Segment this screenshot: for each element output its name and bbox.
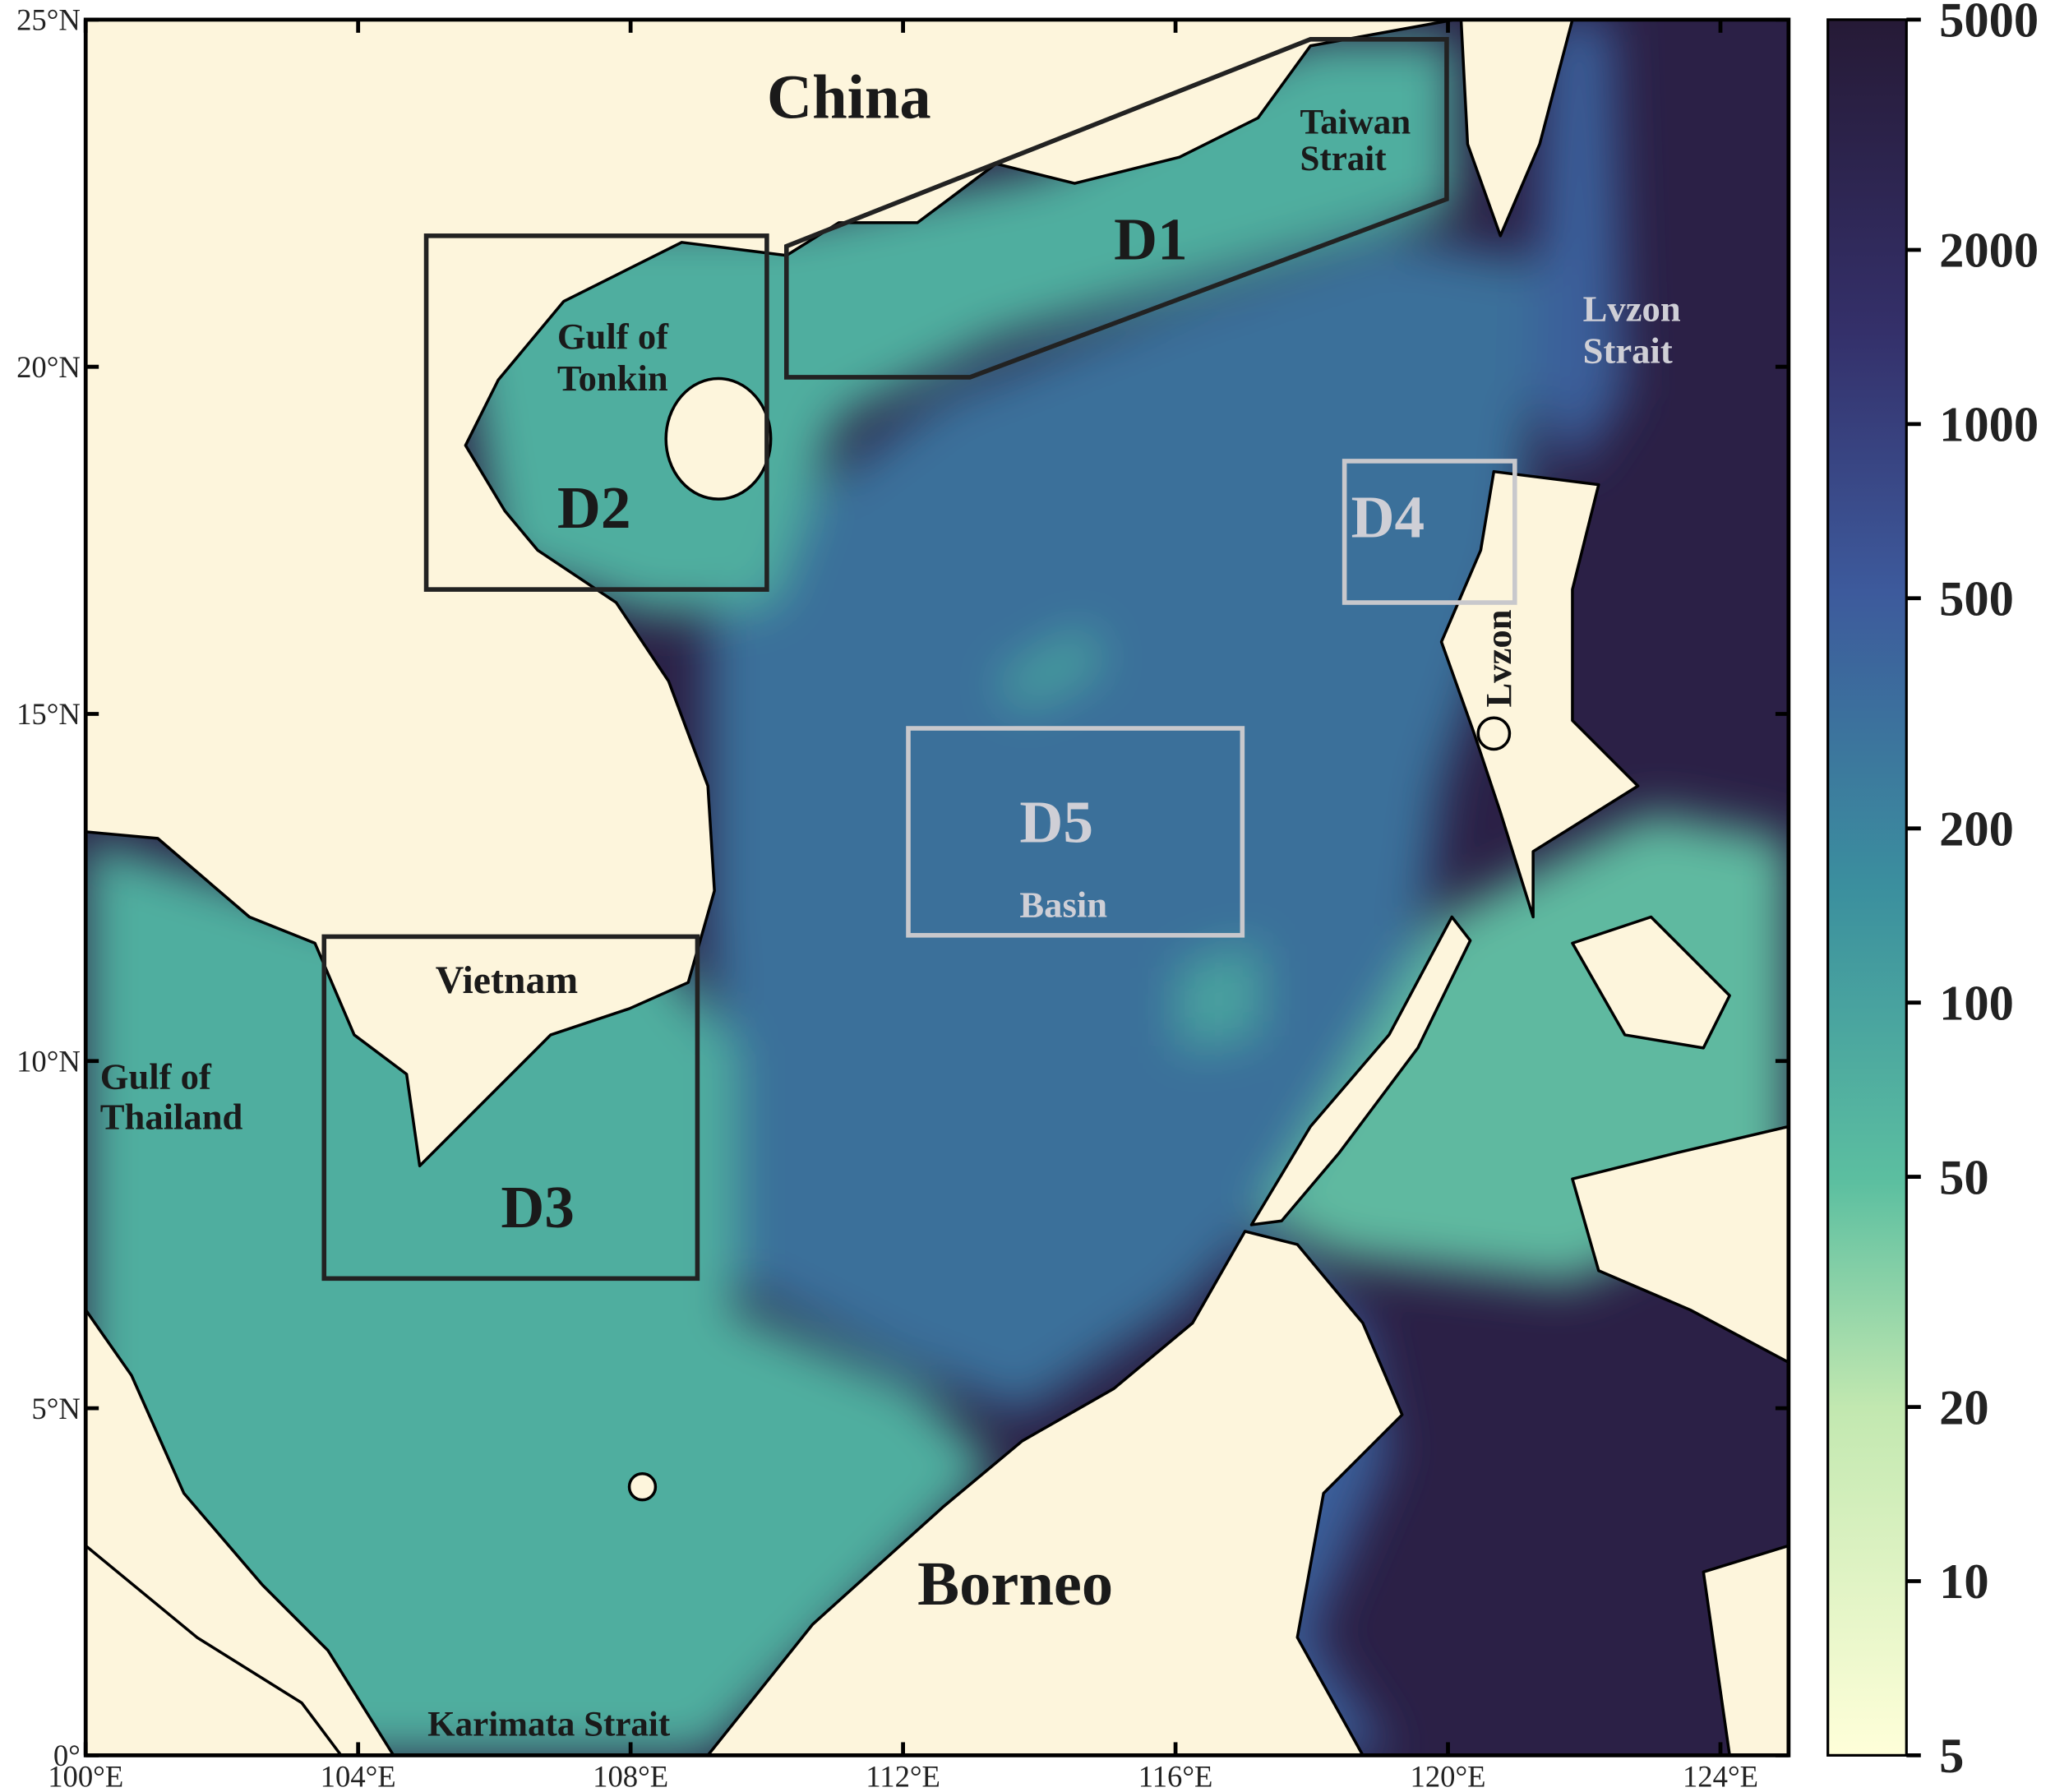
place-label: Vietnam bbox=[436, 958, 578, 1002]
region-label: D2 bbox=[557, 474, 631, 541]
region-box bbox=[423, 233, 769, 592]
place-label: Gulf of Tonkin bbox=[557, 316, 669, 399]
map-area bbox=[85, 19, 1789, 1756]
place-label: Gulf of Thailand bbox=[100, 1055, 243, 1137]
y-tick-label: 20°N bbox=[16, 350, 81, 384]
region-box bbox=[783, 37, 1449, 380]
x-tick-label: 120°E bbox=[1411, 1760, 1486, 1792]
colorbar-tick-label: 200 bbox=[1939, 802, 2014, 857]
y-tick-label: 10°N bbox=[16, 1045, 81, 1078]
land-palawan bbox=[1249, 915, 1472, 1226]
x-tick-label: 108°E bbox=[593, 1760, 668, 1792]
colorbar-tick-label: 1000 bbox=[1939, 398, 2039, 453]
colorbar-tick-label: 50 bbox=[1939, 1150, 1989, 1205]
colorbar-tick-label: 2000 bbox=[1939, 224, 2039, 279]
colorbar-tick-label: 500 bbox=[1939, 571, 2014, 626]
land-island bbox=[1476, 716, 1512, 751]
x-tick-label: 124°E bbox=[1683, 1760, 1758, 1792]
region-label: D4 bbox=[1351, 483, 1425, 550]
place-label: Taiwan Strait bbox=[1300, 104, 1411, 179]
land-taiwan bbox=[1459, 19, 1574, 238]
land-sumatra bbox=[85, 1544, 343, 1756]
x-tick-label: 116°E bbox=[1138, 1760, 1213, 1792]
region-label: D5 bbox=[1019, 789, 1093, 856]
place-label: China bbox=[767, 62, 931, 132]
colorbar-tick-label: 5000 bbox=[1939, 0, 2039, 48]
land-visayas bbox=[1571, 915, 1731, 1050]
place-label: Basin bbox=[1019, 884, 1107, 925]
colorbar-tick-label: 10 bbox=[1939, 1554, 1989, 1610]
land-mindanao bbox=[1571, 1125, 1789, 1365]
y-tick-label: 25°N bbox=[16, 3, 81, 37]
map-frame bbox=[83, 17, 1791, 1757]
colorbar-tick-label: 100 bbox=[1939, 976, 2014, 1031]
land-luzon bbox=[1439, 469, 1640, 919]
land-hainan bbox=[664, 376, 773, 501]
region-box bbox=[321, 934, 700, 1282]
y-tick-label: 15°N bbox=[16, 697, 81, 731]
region-box bbox=[1342, 459, 1517, 605]
region-box bbox=[906, 726, 1245, 938]
place-label: Karimata Strait bbox=[427, 1705, 671, 1744]
land-borneo bbox=[706, 1230, 1404, 1756]
x-tick-label: 112°E bbox=[866, 1760, 940, 1792]
y-tick-label: 5°N bbox=[31, 1392, 80, 1425]
colorbar-tick-label: 20 bbox=[1939, 1380, 1989, 1435]
region-label: D3 bbox=[501, 1174, 575, 1240]
land-island bbox=[627, 1472, 658, 1502]
x-tick-label: 100°E bbox=[48, 1760, 123, 1792]
x-tick-label: 104°E bbox=[321, 1760, 396, 1792]
colorbar-tick-label: 5 bbox=[1939, 1729, 1964, 1784]
region-label: D1 bbox=[1114, 206, 1188, 273]
colorbar bbox=[1826, 18, 1908, 1757]
place-label: Lvzon Strait bbox=[1583, 288, 1681, 371]
place-label: Lvzon bbox=[1478, 609, 1519, 707]
y-tick-label: 0° bbox=[53, 1739, 81, 1772]
place-label: Borneo bbox=[917, 1549, 1113, 1619]
land-sulawesi bbox=[1702, 1544, 1789, 1756]
